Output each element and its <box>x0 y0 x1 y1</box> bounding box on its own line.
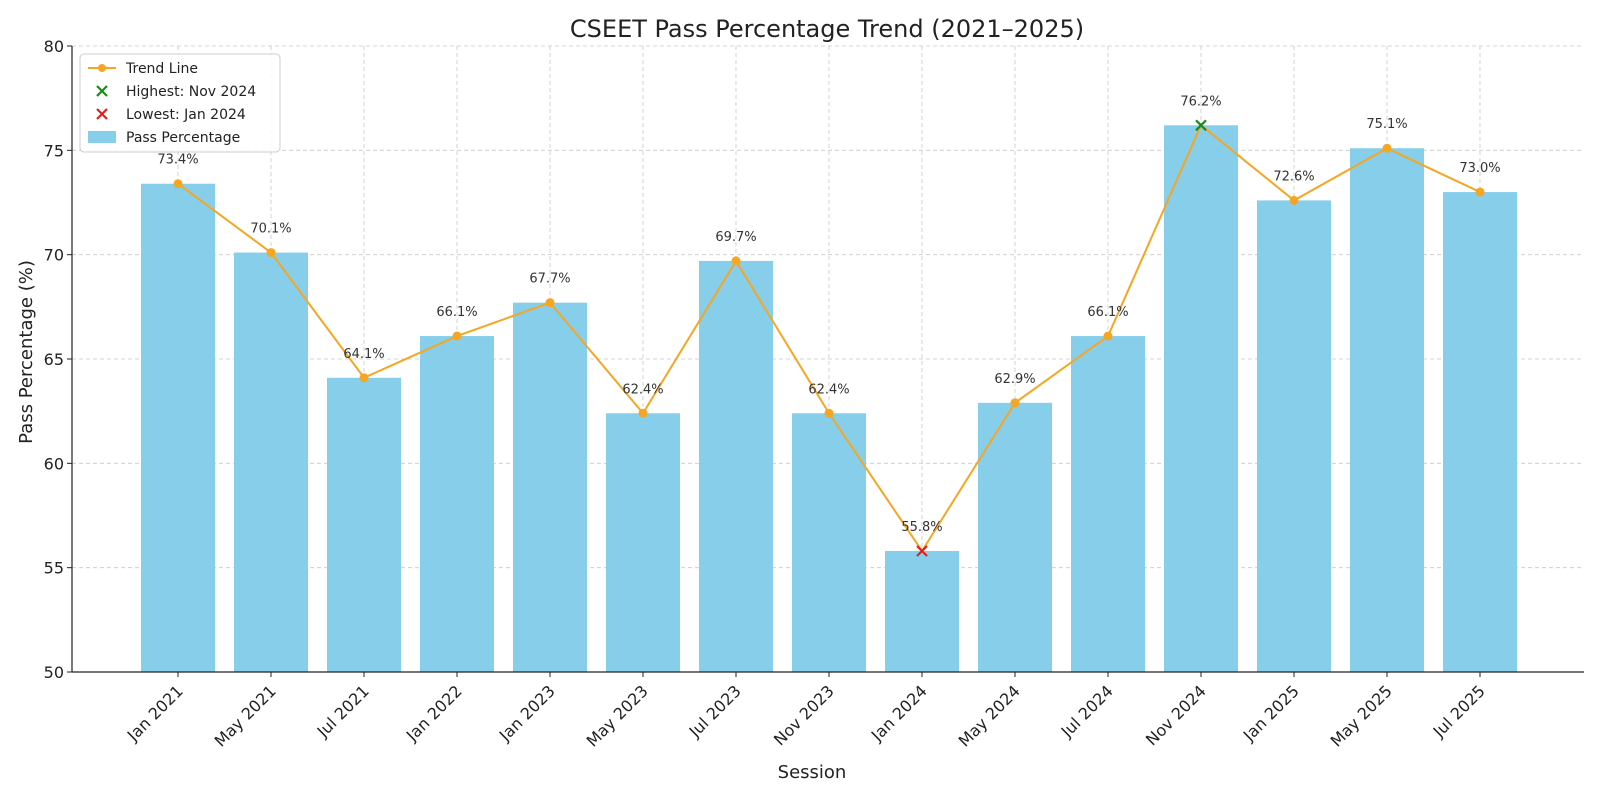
trend-point <box>824 408 834 418</box>
legend: Trend Line Highest: Nov 2024 Lowest: Jan 2… <box>79 53 281 153</box>
bar-jan-2025 <box>1257 200 1331 672</box>
x-ticks: Jan 2021 May 2021 Jul 2021 Jan 2022 Jan 2023… <box>123 672 1489 751</box>
data-label: 62.9% <box>994 372 1035 387</box>
highlight-marker <box>916 545 928 557</box>
x-tick-label: Jan 2021 <box>123 681 187 745</box>
y-tick-label: 80 <box>44 37 64 56</box>
bar-may-2025 <box>1350 148 1424 672</box>
x-tick-label: Jul 2024 <box>1057 681 1117 741</box>
data-label: 69.7% <box>715 230 756 245</box>
data-label: 73.4% <box>157 153 198 168</box>
bar-nov-2024 <box>1164 125 1238 672</box>
data-label: 75.1% <box>1366 117 1407 132</box>
x-tick-label: Jan 2023 <box>495 681 559 745</box>
marker-stroke <box>916 545 928 557</box>
data-label: 62.4% <box>622 382 663 397</box>
trend-point <box>452 331 462 341</box>
y-tick-label: 55 <box>44 559 64 578</box>
trend-point <box>1382 143 1392 153</box>
trend-point <box>266 248 276 258</box>
data-label: 70.1% <box>250 222 291 237</box>
legend-label: Trend Line <box>125 61 198 77</box>
data-label: 66.1% <box>436 305 477 320</box>
bar-jul-2025 <box>1443 192 1517 673</box>
x-tick-label: May 2021 <box>211 681 280 750</box>
bar-may-2021 <box>234 252 308 672</box>
legend-box <box>79 53 281 153</box>
x-axis-label: Session <box>778 762 847 783</box>
data-label: 73.0% <box>1459 161 1500 176</box>
legend-item: Pass Percentage <box>88 130 240 146</box>
trend-point <box>173 179 183 189</box>
data-label: 76.2% <box>1180 94 1221 109</box>
legend-marker-swatch <box>96 108 108 120</box>
x-tick-label: May 2025 <box>1327 681 1396 750</box>
y-tick-label: 75 <box>44 141 64 160</box>
trend-line <box>173 119 1485 557</box>
legend-item: Lowest: Jan 2024 <box>96 107 246 123</box>
bar-jan-2021 <box>141 183 215 672</box>
trend-point <box>1103 331 1113 341</box>
trend-point <box>638 408 648 418</box>
bar-nov-2023 <box>792 413 866 672</box>
trend-point <box>731 256 741 266</box>
x-tick-label: Jan 2024 <box>867 681 931 745</box>
x-tick-label: Nov 2023 <box>770 681 838 749</box>
bar-jan-2024 <box>885 550 959 672</box>
bar-jul-2023 <box>699 260 773 672</box>
marker-stroke <box>1195 119 1207 132</box>
x-tick-label: May 2023 <box>583 681 652 750</box>
data-label: 66.1% <box>1087 305 1128 320</box>
legend-marker-swatch <box>96 85 108 97</box>
data-label: 55.8% <box>901 520 942 535</box>
legend-label: Highest: Nov 2024 <box>126 84 256 100</box>
trend-point <box>545 298 555 308</box>
trend-point <box>1475 187 1485 197</box>
y-axis-label: Pass Percentage (%) <box>16 260 37 444</box>
x-tick-label: Jul 2021 <box>313 681 373 741</box>
x-tick-label: Jul 2025 <box>1429 681 1489 741</box>
y-tick-label: 65 <box>44 350 64 369</box>
highlight-marker <box>1195 119 1207 132</box>
x-tick-label: Jul 2023 <box>685 681 745 741</box>
chart-title: CSEET Pass Percentage Trend (2021–2025) <box>570 15 1084 43</box>
bars <box>141 125 1517 673</box>
x-tick-label: Jan 2022 <box>402 681 466 745</box>
bar-jan-2023 <box>513 302 587 672</box>
y-tick-label: 70 <box>44 246 64 265</box>
y-tick-label: 50 <box>44 663 64 682</box>
legend-bar-swatch <box>88 131 116 143</box>
x-tick-label: Nov 2024 <box>1142 681 1210 749</box>
x-tick-label: Jan 2025 <box>1239 681 1303 745</box>
trend-point <box>1010 398 1020 408</box>
y-ticks: 50 55 60 65 70 75 80 <box>44 37 72 682</box>
bar-jul-2024 <box>1071 336 1145 672</box>
y-tick-label: 60 <box>44 454 64 473</box>
data-label: 62.4% <box>808 382 849 397</box>
legend-item: Highest: Nov 2024 <box>96 84 256 100</box>
trend-point <box>1289 195 1299 205</box>
bar-may-2023 <box>606 413 680 672</box>
legend-label: Pass Percentage <box>126 130 240 146</box>
data-labels: 73.4% 70.1% 64.1% 66.1% 67.7% 62.4% 69.7% 62.4%… <box>157 94 1500 535</box>
bar-may-2024 <box>978 402 1052 672</box>
legend-point-swatch <box>98 64 106 72</box>
x-tick-label: May 2024 <box>955 681 1024 750</box>
data-label: 64.1% <box>343 347 384 362</box>
trend-point <box>359 373 369 383</box>
data-label: 72.6% <box>1273 169 1314 184</box>
legend-label: Lowest: Jan 2024 <box>126 107 246 123</box>
data-label: 67.7% <box>529 272 570 287</box>
bar-jan-2022 <box>420 336 494 672</box>
legend-item: Trend Line <box>88 61 198 77</box>
bar-jul-2021 <box>327 377 401 672</box>
